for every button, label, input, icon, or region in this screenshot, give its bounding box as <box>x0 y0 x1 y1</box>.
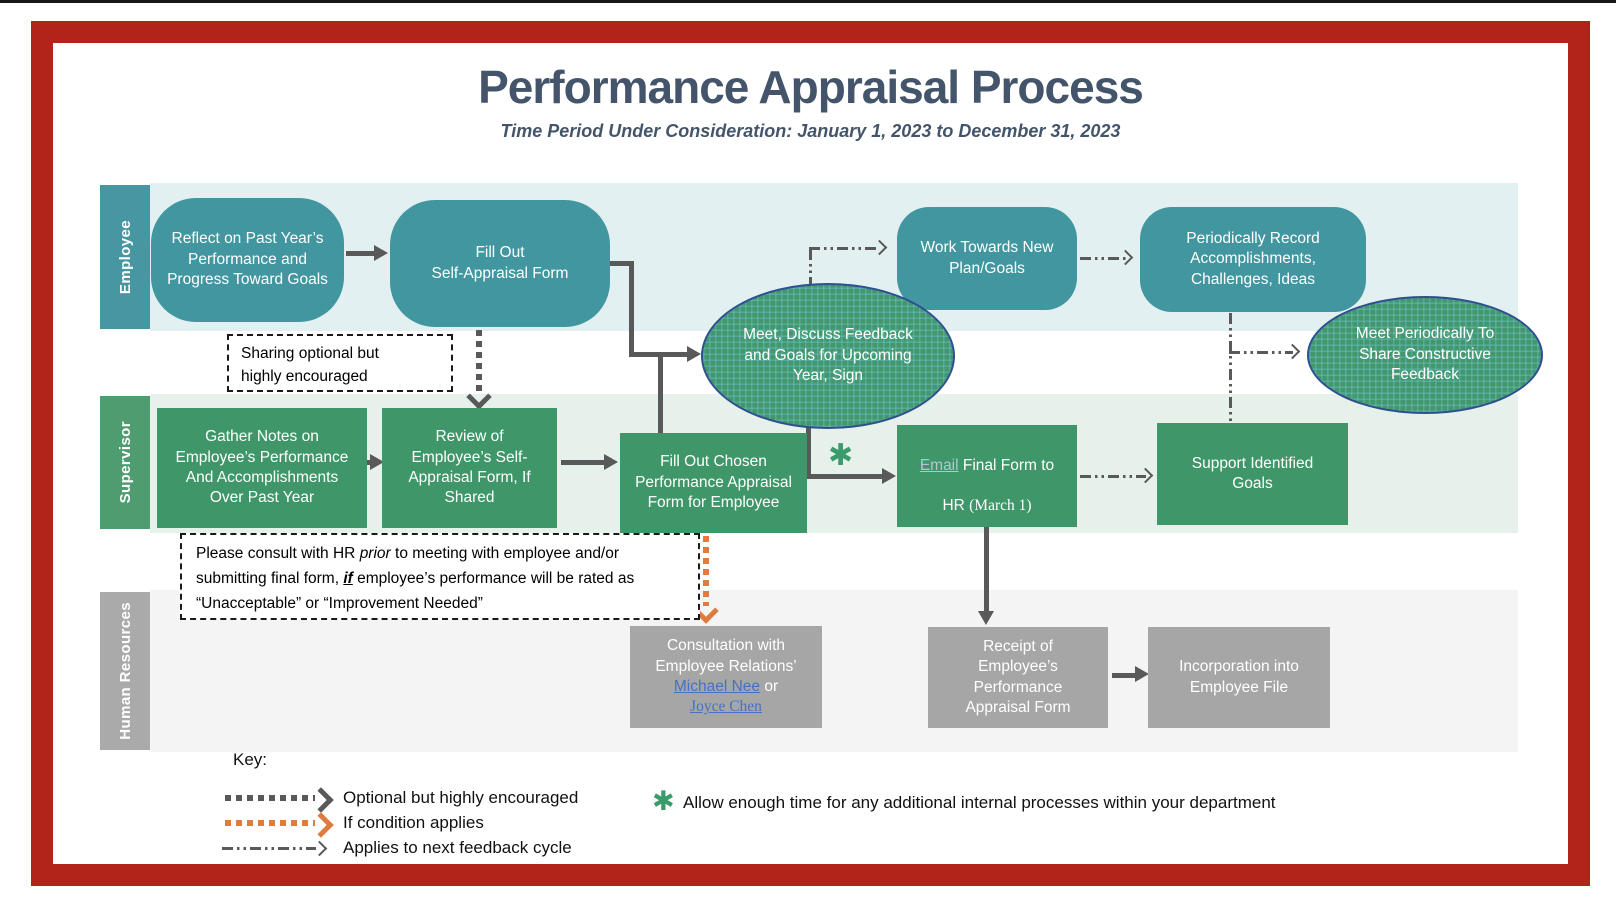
note-consult-p3: employee’s performance will be rated as … <box>196 569 635 612</box>
michael-nee-link[interactable]: Michael Nee <box>673 678 761 695</box>
node-receipt-form: Receipt of Employee’s Performance Apprai… <box>928 627 1108 728</box>
email-march-date: (March 1) <box>969 497 1032 515</box>
connector-review-to-fillchosen <box>561 460 606 465</box>
key-asterisk-note: Allow enough time for any additional int… <box>683 793 1276 812</box>
note-consult-hr-text: Please consult with HR prior to meeting … <box>196 545 634 612</box>
connector-meet-to-worktowards <box>809 247 879 250</box>
node-review-self-appraisal-label: Review of Employee’s Self- Appraisal For… <box>408 428 531 507</box>
node-consultation-label: Consultation with Employee Relations’ Mi… <box>655 636 796 718</box>
arrowhead-icon <box>882 468 896 484</box>
node-incorporation-file: Incorporation into Employee File <box>1148 627 1330 728</box>
node-periodically-record: Periodically Record Accomplishments, Cha… <box>1140 207 1366 312</box>
arrowhead-icon <box>374 245 388 261</box>
connector-receipt-to-incorporation <box>1112 673 1136 678</box>
node-fill-out-chosen-form-label: Fill Out Chosen Performance Appraisal Fo… <box>635 453 792 512</box>
node-meet-discuss-feedback-label: Meet, Discuss Feedback and Goals for Upc… <box>743 326 913 385</box>
node-receipt-form-label: Receipt of Employee’s Performance Apprai… <box>965 637 1071 716</box>
node-work-towards-goals-label: Work Towards New Plan/Goals <box>920 239 1054 277</box>
node-work-towards-goals: Work Towards New Plan/Goals <box>897 207 1077 310</box>
connector-optional-share <box>476 330 482 392</box>
node-reflect-past-year-label: Reflect on Past Year’s Performance and P… <box>167 230 328 289</box>
note-consult-if: if <box>343 569 353 587</box>
key-title: Key: <box>233 750 268 769</box>
node-review-self-appraisal: Review of Employee’s Self- Appraisal For… <box>382 408 557 528</box>
node-fill-out-chosen-form: Fill Out Chosen Performance Appraisal Fo… <box>620 433 807 533</box>
arrowhead-icon <box>687 346 701 362</box>
connector-meet-down <box>806 427 811 479</box>
node-gather-notes-label: Gather Notes on Employee’s Performance A… <box>175 428 349 507</box>
connector-worktowards-to-record <box>1080 257 1126 260</box>
note-consult-prior: prior <box>359 545 391 562</box>
connector-fillout-elbow-stub <box>608 261 634 266</box>
connector-record-to-meet2 <box>1229 351 1293 354</box>
lane-label-supervisor-text: Supervisor <box>116 421 134 504</box>
node-email-final-form: Email Final Form to HR (March 1) <box>897 425 1077 527</box>
node-fill-out-self-appraisal-label: Fill Out Self-Appraisal Form <box>431 244 569 282</box>
node-meet-discuss-feedback: Meet, Discuss Feedback and Goals for Upc… <box>701 283 955 429</box>
arrowhead-icon <box>1135 666 1149 682</box>
lane-label-employee-text: Employee <box>116 219 134 295</box>
key-asterisk-icon: ✱ <box>652 786 675 816</box>
note-consult-hr: Please consult with HR prior to meeting … <box>180 533 700 620</box>
arrowhead-icon <box>370 454 384 470</box>
connector-trunk-to-fillchosen <box>658 354 663 434</box>
page-title: Performance Appraisal Process <box>478 61 1144 113</box>
node-support-goals-label: Support Identified Goals <box>1191 454 1314 492</box>
arrowhead-icon <box>604 454 618 470</box>
consultation-line2: Employee Relations’ <box>655 657 797 675</box>
red-border-frame <box>31 21 1590 886</box>
lane-label-hr-text: Human Resources <box>116 602 134 740</box>
note-consult-p1: Please consult with HR <box>196 545 360 562</box>
email-rest-text: Final Form to <box>958 456 1055 474</box>
connector-meet-to-email <box>806 474 884 479</box>
note-sharing-optional-text: Sharing optional but highly encouraged <box>241 345 379 386</box>
node-consultation: Consultation with Employee Relations’ Mi… <box>630 626 822 728</box>
consultation-line1: Consultation with <box>666 637 786 655</box>
asterisk-marker-icon: ✱ <box>828 439 854 472</box>
connector-email-to-receipt <box>984 527 989 612</box>
key-dashdot-arrow <box>222 847 316 850</box>
node-meet-periodically-label: Meet Periodically To Share Constructive … <box>1355 325 1495 384</box>
lane-label-hr: Human Resources <box>100 592 150 750</box>
node-gather-notes: Gather Notes on Employee’s Performance A… <box>157 408 367 528</box>
node-email-final-form-label: Email Final Form to HR (March 1) <box>920 435 1054 517</box>
key-condition-label: If condition applies <box>343 813 484 832</box>
lane-label-supervisor: Supervisor <box>100 396 150 529</box>
connector-fillout-elbow-trunk <box>629 261 634 357</box>
connector-condition-consult <box>703 536 709 606</box>
joyce-chen-link[interactable]: Joyce Chen <box>690 698 762 716</box>
lane-label-employee: Employee <box>100 185 150 329</box>
note-sharing-optional: Sharing optional but highly encouraged <box>227 334 453 392</box>
connector-reflect-to-fillout <box>346 251 376 256</box>
node-fill-out-self-appraisal: Fill Out Self-Appraisal Form <box>390 200 610 327</box>
connector-meet-up <box>809 249 812 285</box>
page-subtitle: Time Period Under Consideration: January… <box>500 121 1121 141</box>
node-meet-periodically: Meet Periodically To Share Constructive … <box>1307 296 1543 414</box>
email-link[interactable]: Email <box>919 456 959 474</box>
key-dotted-orange-arrow <box>225 820 315 826</box>
email-line2-text: HR <box>942 497 970 515</box>
key-dotted-gray-arrow <box>225 795 315 801</box>
node-incorporation-file-label: Incorporation into Employee File <box>1179 658 1299 696</box>
window-top-edge <box>0 0 1616 3</box>
node-reflect-past-year: Reflect on Past Year’s Performance and P… <box>151 198 344 322</box>
key-optional-label: Optional but highly encouraged <box>343 788 579 807</box>
consultation-or: or <box>760 678 779 695</box>
note-consult-p2: to meeting with employee and/or submitti… <box>196 545 620 587</box>
node-support-goals: Support Identified Goals <box>1157 423 1348 525</box>
node-periodically-record-label: Periodically Record Accomplishments, Cha… <box>1186 229 1320 288</box>
arrowhead-icon <box>978 611 994 625</box>
connector-email-to-support <box>1080 475 1146 478</box>
key-next-cycle-label: Applies to next feedback cycle <box>343 838 572 857</box>
connector-record-to-support <box>1229 313 1232 421</box>
